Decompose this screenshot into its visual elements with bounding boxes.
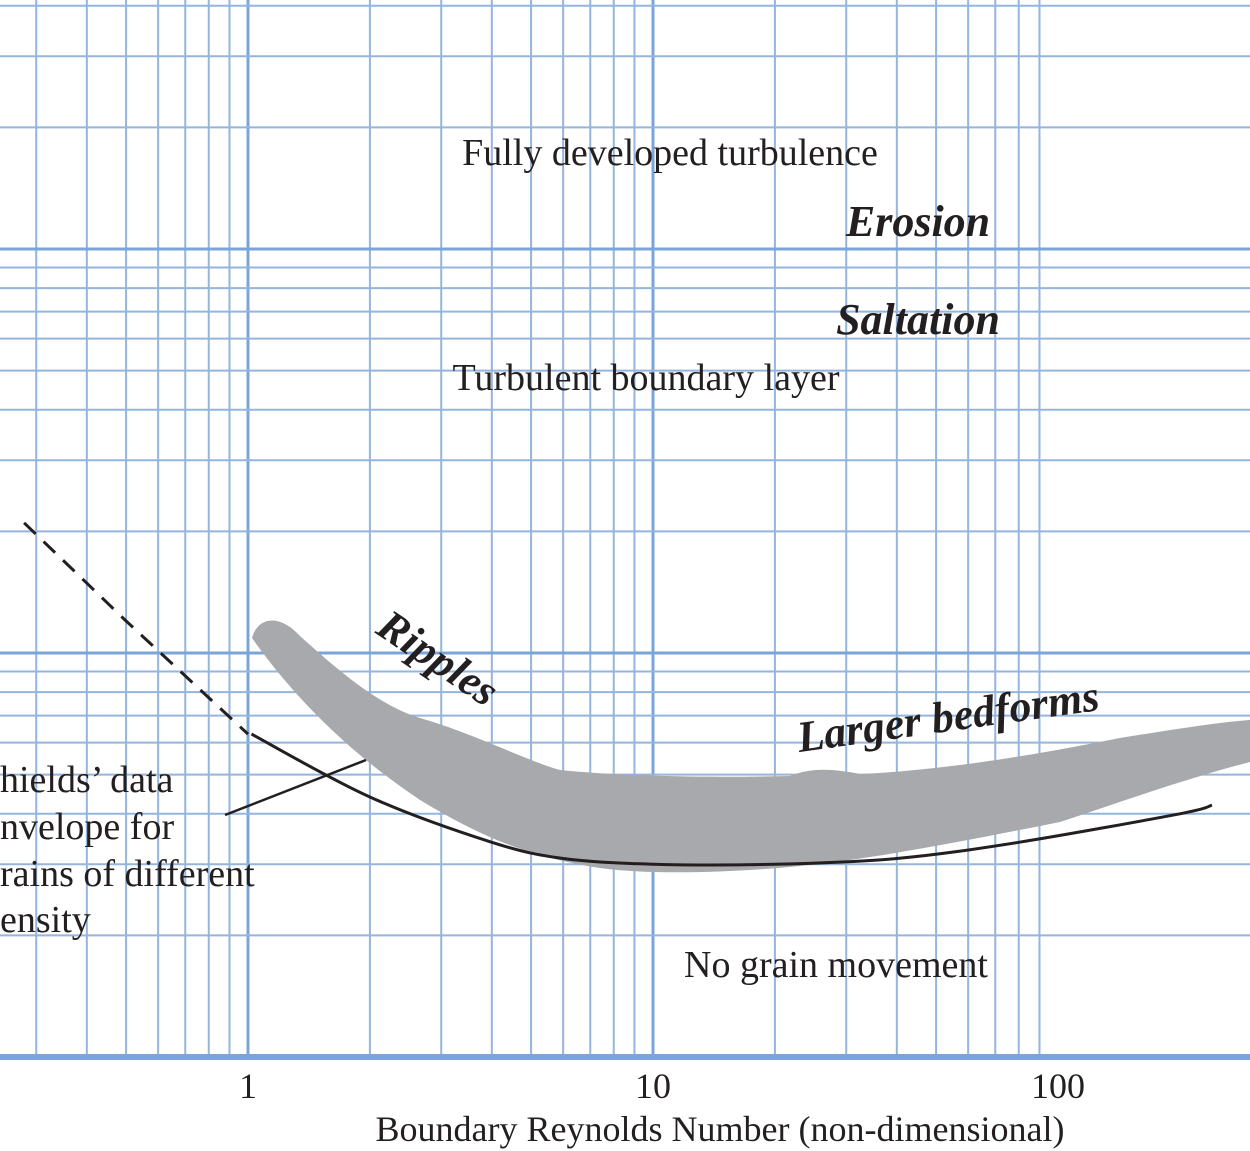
annotation-turbulent-layer: Turbulent boundary layer <box>453 357 840 399</box>
envelope-label-line-3: rains of different <box>0 853 255 895</box>
annotation-erosion: Erosion <box>845 197 990 246</box>
envelope-label-line-4: ensity <box>0 899 91 941</box>
annotation-ripples: Ripples <box>368 600 508 716</box>
x-tick-label: 10 <box>635 1066 671 1106</box>
envelope-label-line-2: nvelope for <box>0 806 174 848</box>
chart-curves <box>23 521 1250 873</box>
x-axis-label: Boundary Reynolds Number (non-dimensiona… <box>376 1109 1065 1149</box>
annotation-larger-bedforms: Larger bedforms <box>793 671 1102 762</box>
extrapolated-dashed-line <box>23 521 250 736</box>
annotation-saltation: Saltation <box>836 295 1000 344</box>
threshold-curve <box>250 732 1213 867</box>
shields-envelope-band <box>252 620 1250 873</box>
envelope-label-line-1: hields’ data <box>0 759 174 801</box>
x-tick-label: 100 <box>1031 1066 1085 1106</box>
envelope-leader-line <box>224 758 367 817</box>
chart-grid <box>0 0 1250 1060</box>
annotation-fully-developed: Fully developed turbulence <box>462 132 878 174</box>
x-tick-label: 1 <box>239 1066 257 1106</box>
annotation-no-movement: No grain movement <box>684 944 988 986</box>
x-tick-labels: 1 10 100 <box>239 1066 1085 1106</box>
